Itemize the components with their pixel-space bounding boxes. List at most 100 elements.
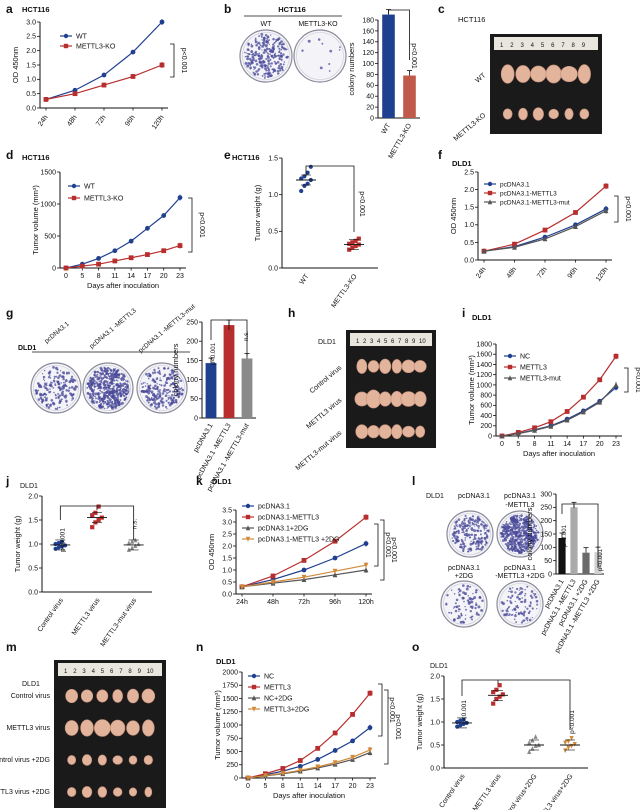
colony-dot <box>508 614 510 617</box>
colony-dot <box>93 384 96 387</box>
colony-plate-wt-rim <box>242 32 290 80</box>
colony-dot <box>168 390 172 393</box>
colony-dot <box>307 39 311 43</box>
colony-dot <box>321 42 324 45</box>
colony-dot <box>479 547 483 551</box>
y-tick-label-i: 1600 <box>476 352 492 359</box>
colony-dot <box>466 534 469 537</box>
colony-dot <box>257 68 260 71</box>
x-tick-label-f: 72h <box>536 266 548 280</box>
data-point-k <box>270 573 276 579</box>
colony-dot <box>95 397 97 400</box>
colony-dot <box>105 376 108 379</box>
colony-dot <box>41 401 44 404</box>
colony-dot <box>509 596 512 600</box>
colony-dot <box>103 370 106 373</box>
colony-dot <box>319 66 323 70</box>
colony-dot <box>457 518 461 521</box>
colony-dot <box>523 524 527 527</box>
colony-dot <box>458 589 462 593</box>
colony-dot <box>55 396 58 399</box>
colony-dot <box>524 543 527 547</box>
y-tick-label-j: 0.5 <box>28 565 38 572</box>
data-point-o <box>563 740 568 746</box>
legend-marker-n <box>251 706 257 712</box>
colony-dot <box>280 48 283 51</box>
tumor-c <box>548 108 559 120</box>
data-point-a <box>130 49 136 55</box>
cell-line-label-d: HCT116 <box>22 153 50 162</box>
colony-dot <box>264 33 268 37</box>
colony-dot <box>526 538 528 540</box>
colony-dot <box>45 394 47 396</box>
colony-dot <box>113 405 116 408</box>
colony-dot <box>523 610 526 614</box>
colony-dot <box>537 531 540 534</box>
data-point-d <box>96 261 101 267</box>
p-value-e: p<0.001 <box>358 191 365 217</box>
colony-dot <box>535 524 538 528</box>
colony-dot <box>471 521 474 524</box>
colony-dot <box>255 70 258 73</box>
colony-dot <box>502 529 504 532</box>
colony-dot <box>481 599 484 602</box>
data-point-o <box>458 723 463 728</box>
colony-dot <box>109 388 112 390</box>
colony-dot <box>147 375 149 378</box>
colony-dot <box>123 378 126 381</box>
x-tick-label-d: 23 <box>176 273 184 280</box>
colony-dot <box>113 382 115 385</box>
p-value-b: p<0.001 <box>410 43 417 69</box>
colony-dot <box>533 543 535 545</box>
colony-dot <box>281 67 284 70</box>
data-point-n <box>315 764 321 770</box>
colony-dot <box>524 592 526 595</box>
series-line-mettl3 <box>247 692 371 779</box>
colony-dot <box>116 395 119 399</box>
colony-dot <box>526 539 529 543</box>
colony-dot <box>528 530 530 533</box>
colony-dot <box>123 375 126 378</box>
colony-dot <box>119 382 122 385</box>
colony-dot <box>269 65 272 68</box>
colony-dot <box>511 549 514 552</box>
data-point-o <box>533 743 538 749</box>
data-point-o <box>497 683 502 688</box>
colony-dot <box>463 600 465 603</box>
colony-dot <box>91 397 94 400</box>
colony-dot <box>451 537 453 539</box>
colony-dot <box>528 520 531 523</box>
colony-dot <box>70 377 73 381</box>
colony-dot <box>168 403 172 407</box>
y-tick-label-k: 0.5 <box>222 579 232 586</box>
colony-dot <box>515 611 517 614</box>
colony-dot <box>104 385 107 388</box>
x-tick-label-i: 23 <box>612 441 620 448</box>
colony-dot <box>37 398 41 401</box>
colony-dot <box>178 387 181 391</box>
colony-dot <box>89 386 93 390</box>
data-point-o <box>497 694 502 699</box>
colony-dot <box>152 372 154 375</box>
colony-dot <box>269 58 272 61</box>
colony-dot <box>507 610 509 612</box>
colony-dot <box>155 406 158 410</box>
colony-dot <box>110 372 112 374</box>
colony-dot <box>150 396 153 399</box>
bar-b-1 <box>403 75 416 118</box>
x-tick-label-d: 8 <box>97 273 101 280</box>
colony-dot <box>176 385 180 388</box>
colony-dot <box>72 393 75 396</box>
data-point-d <box>161 248 167 254</box>
colony-dot <box>525 534 527 536</box>
colony-dot <box>514 614 517 618</box>
colony-dot <box>54 407 57 410</box>
colony-dot <box>267 69 271 72</box>
colony-dot <box>283 44 285 46</box>
ruler-mark-c: 2 <box>510 43 514 49</box>
colony-dot <box>250 50 254 54</box>
colony-dot <box>523 614 526 617</box>
colony-dot <box>95 385 97 388</box>
colony-dot <box>96 373 99 376</box>
colony-dot <box>165 391 167 393</box>
